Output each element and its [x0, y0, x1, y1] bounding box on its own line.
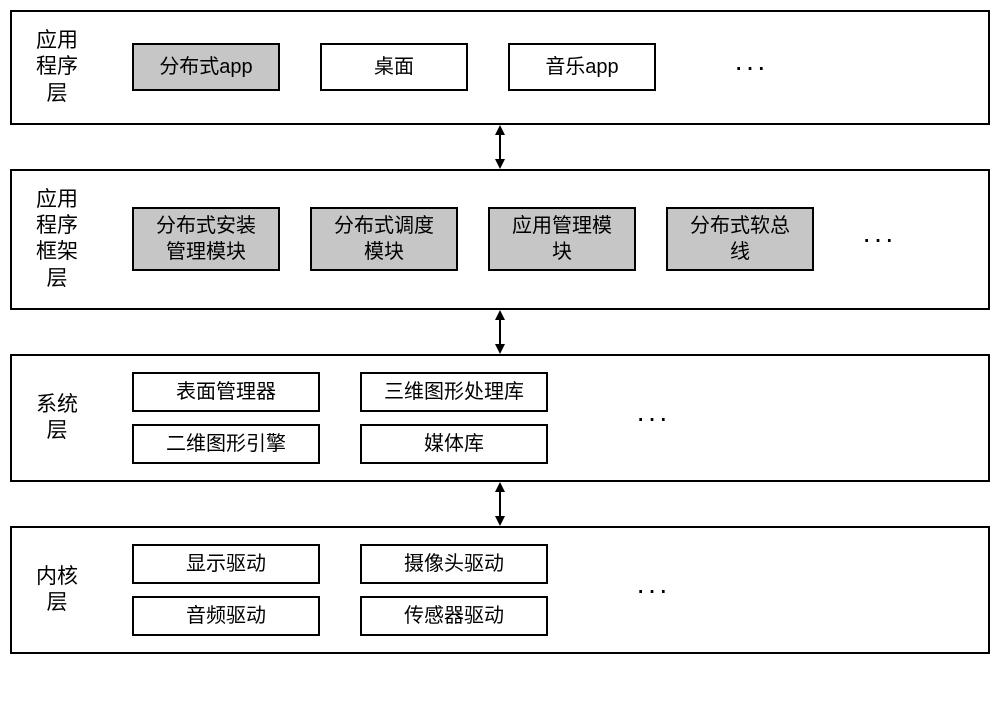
ellipsis: ···	[854, 223, 904, 255]
layer-label-system: 系统层	[12, 392, 102, 445]
layer-label-kernel: 内核层	[12, 564, 102, 617]
layer-framework: 应用程序框架层 分布式安装管理模块 分布式调度模块 应用管理模块 分布式软总线 …	[10, 169, 990, 310]
ellipsis: ···	[628, 402, 678, 434]
box-dist-scheduler: 分布式调度模块	[310, 207, 458, 271]
layer-application: 应用程序层 分布式app 桌面 音乐app ···	[10, 10, 990, 125]
layer-label-application: 应用程序层	[12, 28, 102, 107]
ellipsis: ···	[726, 51, 776, 83]
box-distributed-app: 分布式app	[132, 43, 280, 91]
layer-system: 系统层 表面管理器 三维图形处理库 二维图形引擎 媒体库 ···	[10, 354, 990, 482]
box-surface-mgr: 表面管理器	[132, 372, 320, 412]
box-app-mgr: 应用管理模块	[488, 207, 636, 271]
box-dist-install-mgr: 分布式安装管理模块	[132, 207, 280, 271]
layer-kernel: 内核层 显示驱动 摄像头驱动 音频驱动 传感器驱动 ···	[10, 526, 990, 654]
layer-label-framework: 应用程序框架层	[12, 187, 102, 292]
box-desktop: 桌面	[320, 43, 468, 91]
box-sensor-driver: 传感器驱动	[360, 596, 548, 636]
box-dist-softbus: 分布式软总线	[666, 207, 814, 271]
box-camera-driver: 摄像头驱动	[360, 544, 548, 584]
box-media-lib: 媒体库	[360, 424, 548, 464]
box-2d-graphics-engine: 二维图形引擎	[132, 424, 320, 464]
architecture-diagram: 应用程序层 分布式app 桌面 音乐app ··· 应用程序框架层 分布式安装管…	[10, 10, 990, 654]
box-audio-driver: 音频驱动	[132, 596, 320, 636]
connector-1	[10, 125, 990, 169]
box-3d-graphics-lib: 三维图形处理库	[360, 372, 548, 412]
connector-2	[10, 310, 990, 354]
box-music-app: 音乐app	[508, 43, 656, 91]
ellipsis: ···	[628, 574, 678, 606]
connector-3	[10, 482, 990, 526]
box-display-driver: 显示驱动	[132, 544, 320, 584]
